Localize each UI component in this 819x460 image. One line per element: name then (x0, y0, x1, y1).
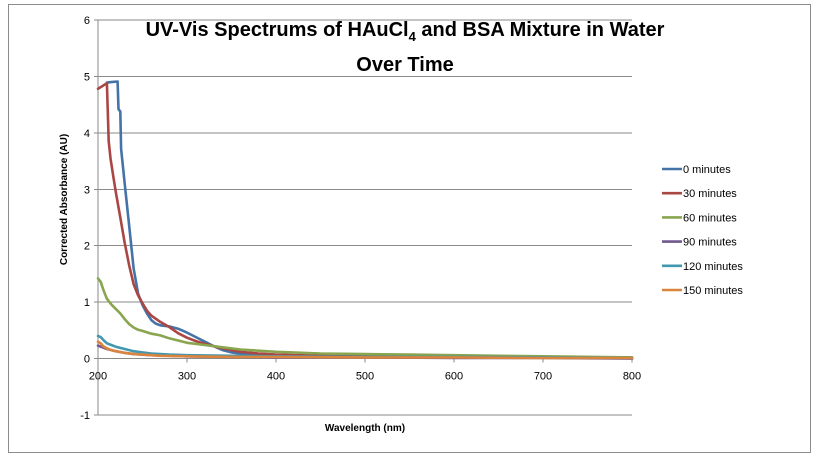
legend: 0 minutes 30 minutes 60 minutes 90 minutes 1… (662, 164, 743, 297)
series-layer (96, 80, 634, 360)
series-line (96, 340, 634, 360)
y-tick-label: 1 (84, 297, 90, 309)
series-line (96, 81, 634, 360)
y-tick-label: 4 (84, 128, 90, 140)
x-tick-label: 400 (267, 371, 285, 383)
y-tick-label: 5 (84, 71, 90, 83)
y-tick-label: 0 (84, 354, 90, 366)
x-tick-label: 300 (178, 371, 196, 383)
legend-label: 60 minutes (683, 212, 737, 224)
series-line (105, 80, 634, 359)
legend-label: 120 minutes (683, 261, 743, 273)
chart-title-tail: and BSA Mixture in Water (415, 19, 665, 41)
x-tick-label: 800 (623, 371, 641, 383)
y-tick-label: 2 (84, 241, 90, 253)
y-tick-label: 6 (84, 15, 90, 27)
chart-title-subscript: 4 (408, 29, 416, 44)
chart-area (8, 4, 811, 453)
x-tick-label: 600 (445, 371, 463, 383)
x-tick-label: 200 (89, 371, 107, 383)
x-tick-label: 500 (356, 371, 374, 383)
x-tick-labels: 200 300 400 500 600 700 800 (89, 371, 641, 383)
legend-label: 30 minutes (683, 188, 737, 200)
legend-label: 150 minutes (683, 285, 743, 297)
chart-title: UV-Vis Spectrums of HAuCl4 and BSA Mixtu… (100, 16, 710, 79)
series-line (96, 277, 634, 359)
legend-label: 90 minutes (683, 237, 737, 249)
legend-label: 0 minutes (683, 164, 731, 176)
y-tick-labels: -1 0 1 2 3 4 5 6 (80, 15, 90, 422)
chart-title-line1: UV-Vis Spectrums of HAuCl4 and BSA Mixtu… (100, 16, 710, 51)
x-axis-title: Wavelength (nm) (325, 423, 405, 434)
y-axis-title: Corrected Absorbance (AU) (59, 134, 70, 265)
y-tick-label: -1 (80, 410, 90, 422)
y-tick-label: 3 (84, 184, 90, 196)
x-tick-label: 700 (534, 371, 552, 383)
chart-title-main: UV-Vis Spectrums of HAuCl (145, 19, 409, 41)
chart-title-line2: Over Time (356, 54, 454, 76)
